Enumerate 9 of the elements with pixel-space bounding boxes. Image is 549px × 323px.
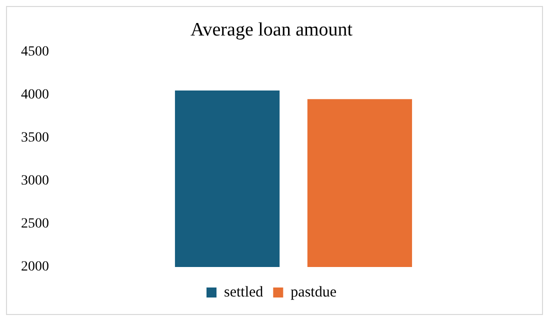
y-tick-label: 4500 <box>21 44 49 60</box>
y-tick-label: 3000 <box>21 174 49 189</box>
legend-label: settled <box>224 284 264 300</box>
y-tick-label: 4000 <box>21 88 49 103</box>
y-tick-label: 2500 <box>21 216 49 232</box>
chart-title: Average loan amount <box>190 19 354 40</box>
y-tick-label: 2000 <box>21 260 49 275</box>
legend-label: pastdue <box>290 284 337 300</box>
y-tick-label: 3500 <box>21 130 49 146</box>
